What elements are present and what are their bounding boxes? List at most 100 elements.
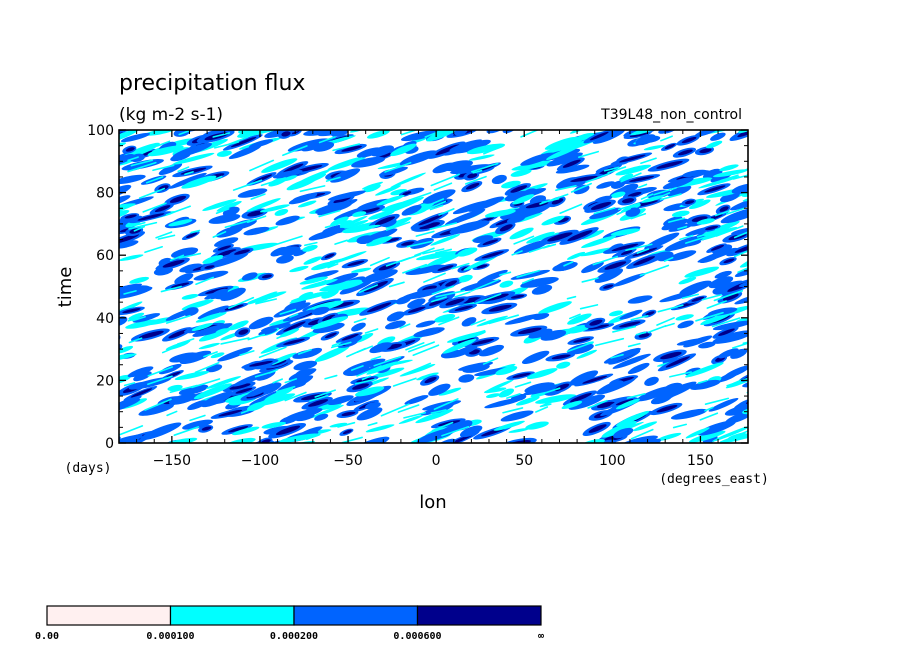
precip-streak	[333, 207, 366, 221]
precip-streak	[385, 320, 406, 330]
precip-streak-core	[435, 144, 460, 156]
precip-streak	[535, 394, 577, 404]
precip-filament	[415, 230, 435, 237]
precip-streak	[463, 254, 499, 271]
precip-streak	[404, 395, 429, 405]
precip-filament	[314, 389, 337, 398]
precip-filament	[123, 382, 136, 387]
precip-filament	[516, 269, 541, 278]
precip-streak	[85, 342, 120, 360]
precip-filament	[470, 162, 499, 173]
precip-streak	[181, 175, 217, 189]
x-tick-label: −100	[241, 453, 279, 469]
precip-filament	[627, 342, 641, 348]
y-axis-ticks: 0 20 40 60 80 100	[87, 123, 748, 452]
precip-filament	[433, 398, 459, 411]
precip-filament	[402, 263, 428, 274]
precip-streak	[182, 419, 214, 430]
precip-streak-core	[482, 293, 509, 302]
precip-filament	[325, 287, 345, 295]
precip-filament	[704, 406, 714, 412]
precip-filament	[212, 132, 231, 138]
precip-filament	[157, 234, 176, 240]
precip-streak	[565, 324, 590, 334]
precip-streak-core	[454, 305, 473, 311]
precip-streak	[751, 424, 768, 434]
precip-filament	[406, 240, 433, 248]
precip-streak	[363, 183, 381, 193]
precip-streak	[119, 203, 136, 213]
precip-streak-core	[719, 206, 729, 212]
precip-streak	[500, 207, 528, 220]
precip-streak	[310, 316, 349, 330]
precip-filament	[144, 245, 163, 254]
precip-streak	[656, 432, 682, 441]
precip-streak	[178, 384, 209, 396]
precip-streak	[678, 276, 697, 285]
precip-streak	[520, 277, 559, 288]
precip-streak	[415, 409, 454, 424]
precip-streak	[125, 319, 160, 329]
precip-filament	[341, 436, 363, 443]
precip-filament	[414, 247, 435, 257]
precip-streak	[567, 343, 594, 355]
precip-filament	[346, 347, 367, 358]
precip-filament	[279, 308, 297, 315]
precip-streak-core	[510, 185, 528, 193]
precip-filament	[733, 250, 748, 258]
precip-streak	[699, 254, 720, 264]
precip-streak	[304, 270, 339, 281]
precip-filament	[431, 285, 455, 295]
precip-streak-core	[341, 333, 359, 341]
precip-streak	[327, 190, 366, 201]
precip-streak	[376, 194, 405, 206]
precip-streak	[569, 130, 595, 134]
precip-streak-core	[154, 205, 171, 213]
precip-streak-core	[234, 249, 250, 255]
precip-streak	[613, 427, 634, 439]
precip-streak-core	[621, 198, 635, 204]
precip-filament	[195, 276, 215, 286]
precip-filament	[699, 412, 719, 421]
precip-streak	[594, 268, 624, 283]
precip-streak	[667, 185, 692, 197]
precip-streak	[355, 386, 385, 397]
precip-filament	[152, 164, 175, 172]
precip-streak	[679, 280, 712, 296]
precip-streak-core	[230, 136, 257, 148]
precip-streak	[330, 251, 367, 265]
precip-streak	[375, 185, 402, 196]
precip-filament	[713, 290, 744, 302]
precip-streak-core	[130, 388, 153, 398]
precip-streak	[666, 250, 697, 262]
precip-filament	[438, 316, 460, 326]
precip-streak	[217, 347, 253, 362]
precip-filament	[160, 285, 182, 293]
precip-streak	[202, 255, 224, 264]
precip-filament	[593, 207, 616, 215]
precip-streak	[369, 342, 392, 354]
precip-streak	[246, 384, 272, 397]
precip-streak-core	[517, 327, 542, 335]
precip-filament	[720, 430, 748, 443]
precip-streak	[415, 251, 458, 261]
precip-filament	[210, 175, 223, 182]
precip-filament	[612, 325, 637, 333]
precip-streak	[368, 210, 395, 220]
precip-streak-core	[627, 192, 642, 197]
precip-streak	[179, 263, 203, 273]
precip-streak	[643, 144, 665, 151]
precip-streak-core	[422, 285, 437, 292]
precip-filament	[711, 317, 741, 328]
colorbar-swatch	[293, 605, 419, 626]
precip-streak	[174, 273, 194, 284]
precip-streak-core	[638, 333, 650, 338]
precip-streak	[603, 347, 641, 364]
precip-filament	[746, 174, 748, 176]
precip-streak	[478, 344, 505, 357]
precip-streak	[249, 130, 287, 134]
precip-filament	[482, 357, 499, 365]
precip-filament	[731, 342, 748, 349]
precip-filament	[385, 257, 411, 267]
precip-filament	[419, 261, 444, 269]
